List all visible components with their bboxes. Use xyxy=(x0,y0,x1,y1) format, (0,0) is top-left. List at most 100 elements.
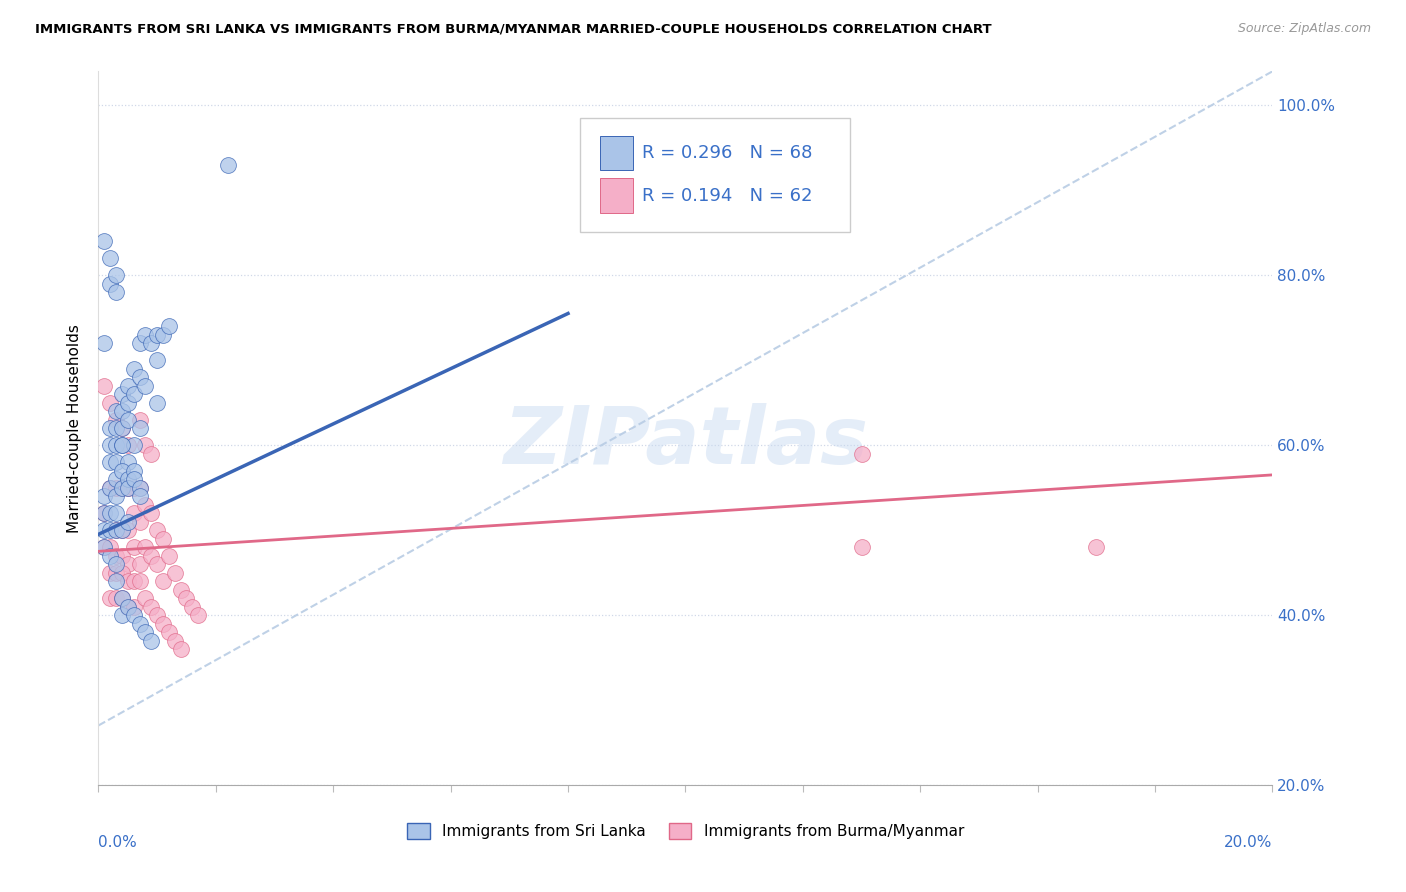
Point xyxy=(141,447,163,461)
Point xyxy=(122,361,145,376)
Point xyxy=(146,395,169,409)
Point xyxy=(117,481,139,495)
Point xyxy=(187,608,209,623)
Point xyxy=(157,549,180,563)
Point xyxy=(98,481,121,495)
Point xyxy=(1085,540,1108,554)
Point xyxy=(98,523,121,537)
Point xyxy=(111,464,134,478)
Point xyxy=(152,574,174,588)
Point xyxy=(134,378,156,392)
Point xyxy=(111,549,134,563)
Point xyxy=(134,498,156,512)
Legend: Immigrants from Sri Lanka, Immigrants from Burma/Myanmar: Immigrants from Sri Lanka, Immigrants fr… xyxy=(401,817,970,845)
Point xyxy=(105,591,128,605)
Point xyxy=(122,481,145,495)
Point xyxy=(111,608,134,623)
Point xyxy=(122,472,145,486)
Text: ZIPatlas: ZIPatlas xyxy=(503,403,868,482)
Point xyxy=(117,515,139,529)
Point xyxy=(98,591,121,605)
Point xyxy=(111,438,134,452)
Point xyxy=(105,455,128,469)
Point xyxy=(111,438,134,452)
Point xyxy=(141,633,163,648)
Point xyxy=(146,353,169,368)
Point xyxy=(152,327,174,342)
Point xyxy=(152,616,174,631)
Text: 20.0%: 20.0% xyxy=(1225,835,1272,850)
Point xyxy=(105,523,128,537)
FancyBboxPatch shape xyxy=(600,136,633,169)
Point xyxy=(105,268,128,283)
Point xyxy=(117,378,139,392)
Point xyxy=(128,489,150,503)
Point xyxy=(122,387,145,401)
Point xyxy=(176,591,198,605)
Point xyxy=(111,421,134,435)
Point xyxy=(134,540,156,554)
Point xyxy=(117,455,139,469)
Point xyxy=(105,549,128,563)
Point xyxy=(851,540,873,554)
Point xyxy=(111,481,134,495)
Text: IMMIGRANTS FROM SRI LANKA VS IMMIGRANTS FROM BURMA/MYANMAR MARRIED-COUPLE HOUSEH: IMMIGRANTS FROM SRI LANKA VS IMMIGRANTS … xyxy=(35,22,991,36)
Point xyxy=(128,412,150,426)
Point xyxy=(111,481,134,495)
Point xyxy=(105,489,128,503)
Point xyxy=(98,252,121,266)
Point xyxy=(157,625,180,640)
Point xyxy=(128,557,150,571)
Point xyxy=(98,277,121,291)
Point xyxy=(105,404,128,418)
Point xyxy=(141,599,163,614)
Point xyxy=(128,370,150,384)
Point xyxy=(128,481,150,495)
Point xyxy=(122,464,145,478)
FancyBboxPatch shape xyxy=(579,118,849,232)
Point xyxy=(105,557,128,571)
Y-axis label: Married-couple Households: Married-couple Households xyxy=(67,324,83,533)
Point xyxy=(128,515,150,529)
Point xyxy=(141,549,163,563)
Point xyxy=(117,557,139,571)
Point xyxy=(851,447,873,461)
Point xyxy=(105,481,128,495)
Point xyxy=(98,549,121,563)
Point xyxy=(117,523,139,537)
Point xyxy=(111,591,134,605)
Point xyxy=(163,566,186,580)
Point xyxy=(105,412,128,426)
Point xyxy=(98,421,121,435)
Point xyxy=(169,642,191,657)
Point xyxy=(93,506,115,520)
Point xyxy=(93,540,115,554)
Point xyxy=(105,523,128,537)
Point xyxy=(98,566,121,580)
Point xyxy=(93,540,115,554)
Point xyxy=(146,327,169,342)
Text: Source: ZipAtlas.com: Source: ZipAtlas.com xyxy=(1237,22,1371,36)
Point xyxy=(128,616,150,631)
Point xyxy=(122,599,145,614)
Point xyxy=(134,591,156,605)
Point xyxy=(146,608,169,623)
Point xyxy=(141,336,163,351)
Point xyxy=(117,599,139,614)
Point xyxy=(93,523,115,537)
Point xyxy=(117,574,139,588)
Point xyxy=(105,421,128,435)
Point xyxy=(117,472,139,486)
Point xyxy=(105,438,128,452)
Point xyxy=(105,472,128,486)
Point xyxy=(134,438,156,452)
Point xyxy=(98,506,121,520)
Point xyxy=(157,319,180,334)
Point xyxy=(105,574,128,588)
Point xyxy=(146,523,169,537)
Text: R = 0.194   N = 62: R = 0.194 N = 62 xyxy=(643,186,813,204)
Point xyxy=(117,438,139,452)
Point xyxy=(98,395,121,409)
Point xyxy=(128,421,150,435)
Point xyxy=(169,582,191,597)
